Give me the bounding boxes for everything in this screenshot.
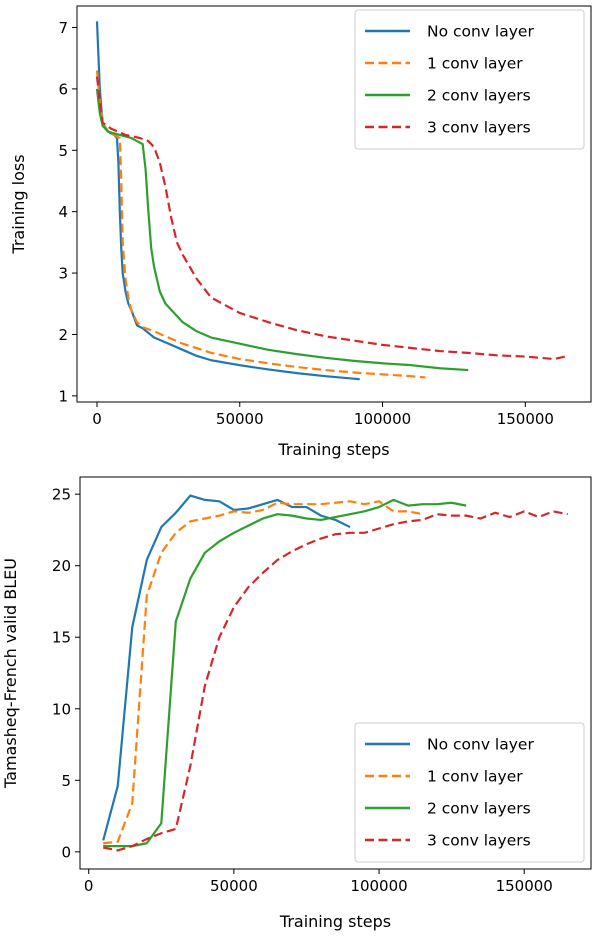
legend-label: 1 conv layer <box>427 768 523 786</box>
legend-label: No conv layer <box>427 23 534 41</box>
series-line-3 <box>103 498 467 848</box>
y-tick-label: 2 <box>58 326 68 344</box>
legend-label: 1 conv layer <box>427 55 523 73</box>
series-line-1 <box>102 494 351 841</box>
legend-label: 2 conv layers <box>427 800 531 818</box>
y-tick-label: 5 <box>58 142 68 160</box>
x-axis-label: Training steps <box>279 912 391 931</box>
y-tick-label: 15 <box>52 629 71 647</box>
y-tick-label: 0 <box>61 843 71 861</box>
legend: No conv layer 1 conv layer 2 conv layers 3 … <box>354 722 585 863</box>
legend: No conv layer 1 conv layer 2 conv layers 3 … <box>354 9 585 150</box>
y-tick-label: 4 <box>58 203 68 221</box>
chart-panel-1: 0 50000 100000 150000 1 2 3 4 5 6 7 Training steps T… <box>9 5 592 459</box>
x-tick-label: 100000 <box>354 410 411 428</box>
y-tick-label: 3 <box>58 265 68 283</box>
x-tick-label: 150000 <box>496 877 553 895</box>
x-tick-label: 50000 <box>210 877 258 895</box>
y-tick-label: 10 <box>52 700 71 718</box>
y-tick-label: 20 <box>52 557 71 575</box>
plot-frame <box>76 5 592 403</box>
x-tick-label: 0 <box>92 410 102 428</box>
legend-label: 3 conv layers <box>427 832 531 850</box>
legend-label: 3 conv layers <box>427 119 531 137</box>
x-tick-label: 100000 <box>350 877 407 895</box>
series-line-1 <box>95 21 360 381</box>
x-tick-label: 0 <box>84 877 94 895</box>
y-tick-label: 7 <box>58 19 68 37</box>
chart-panel-2: 0 50000 100000 150000 0 5 10 15 20 25 Training ste… <box>1 476 592 931</box>
y-tick-label: 6 <box>58 80 68 98</box>
legend-label: No conv layer <box>427 736 534 754</box>
series-line-4 <box>95 76 569 361</box>
y-axis-label: Training loss <box>9 154 28 254</box>
series-line-4 <box>103 510 568 852</box>
y-tick-label: 5 <box>61 772 71 790</box>
plot-frame <box>79 476 592 870</box>
y-tick-label: 1 <box>58 387 68 405</box>
series-line-2 <box>95 70 426 379</box>
y-tick-label: 25 <box>52 486 71 504</box>
x-tick-label: 50000 <box>216 410 264 428</box>
x-axis-label: Training steps <box>277 440 389 459</box>
legend-box <box>354 722 585 863</box>
series-line-2 <box>103 500 423 845</box>
y-axis-label: Tamasheq-French valid BLEU <box>1 558 20 789</box>
legend-box <box>354 9 585 150</box>
series-line-3 <box>95 88 469 372</box>
legend-label: 2 conv layers <box>427 87 531 105</box>
x-tick-label: 150000 <box>497 410 554 428</box>
